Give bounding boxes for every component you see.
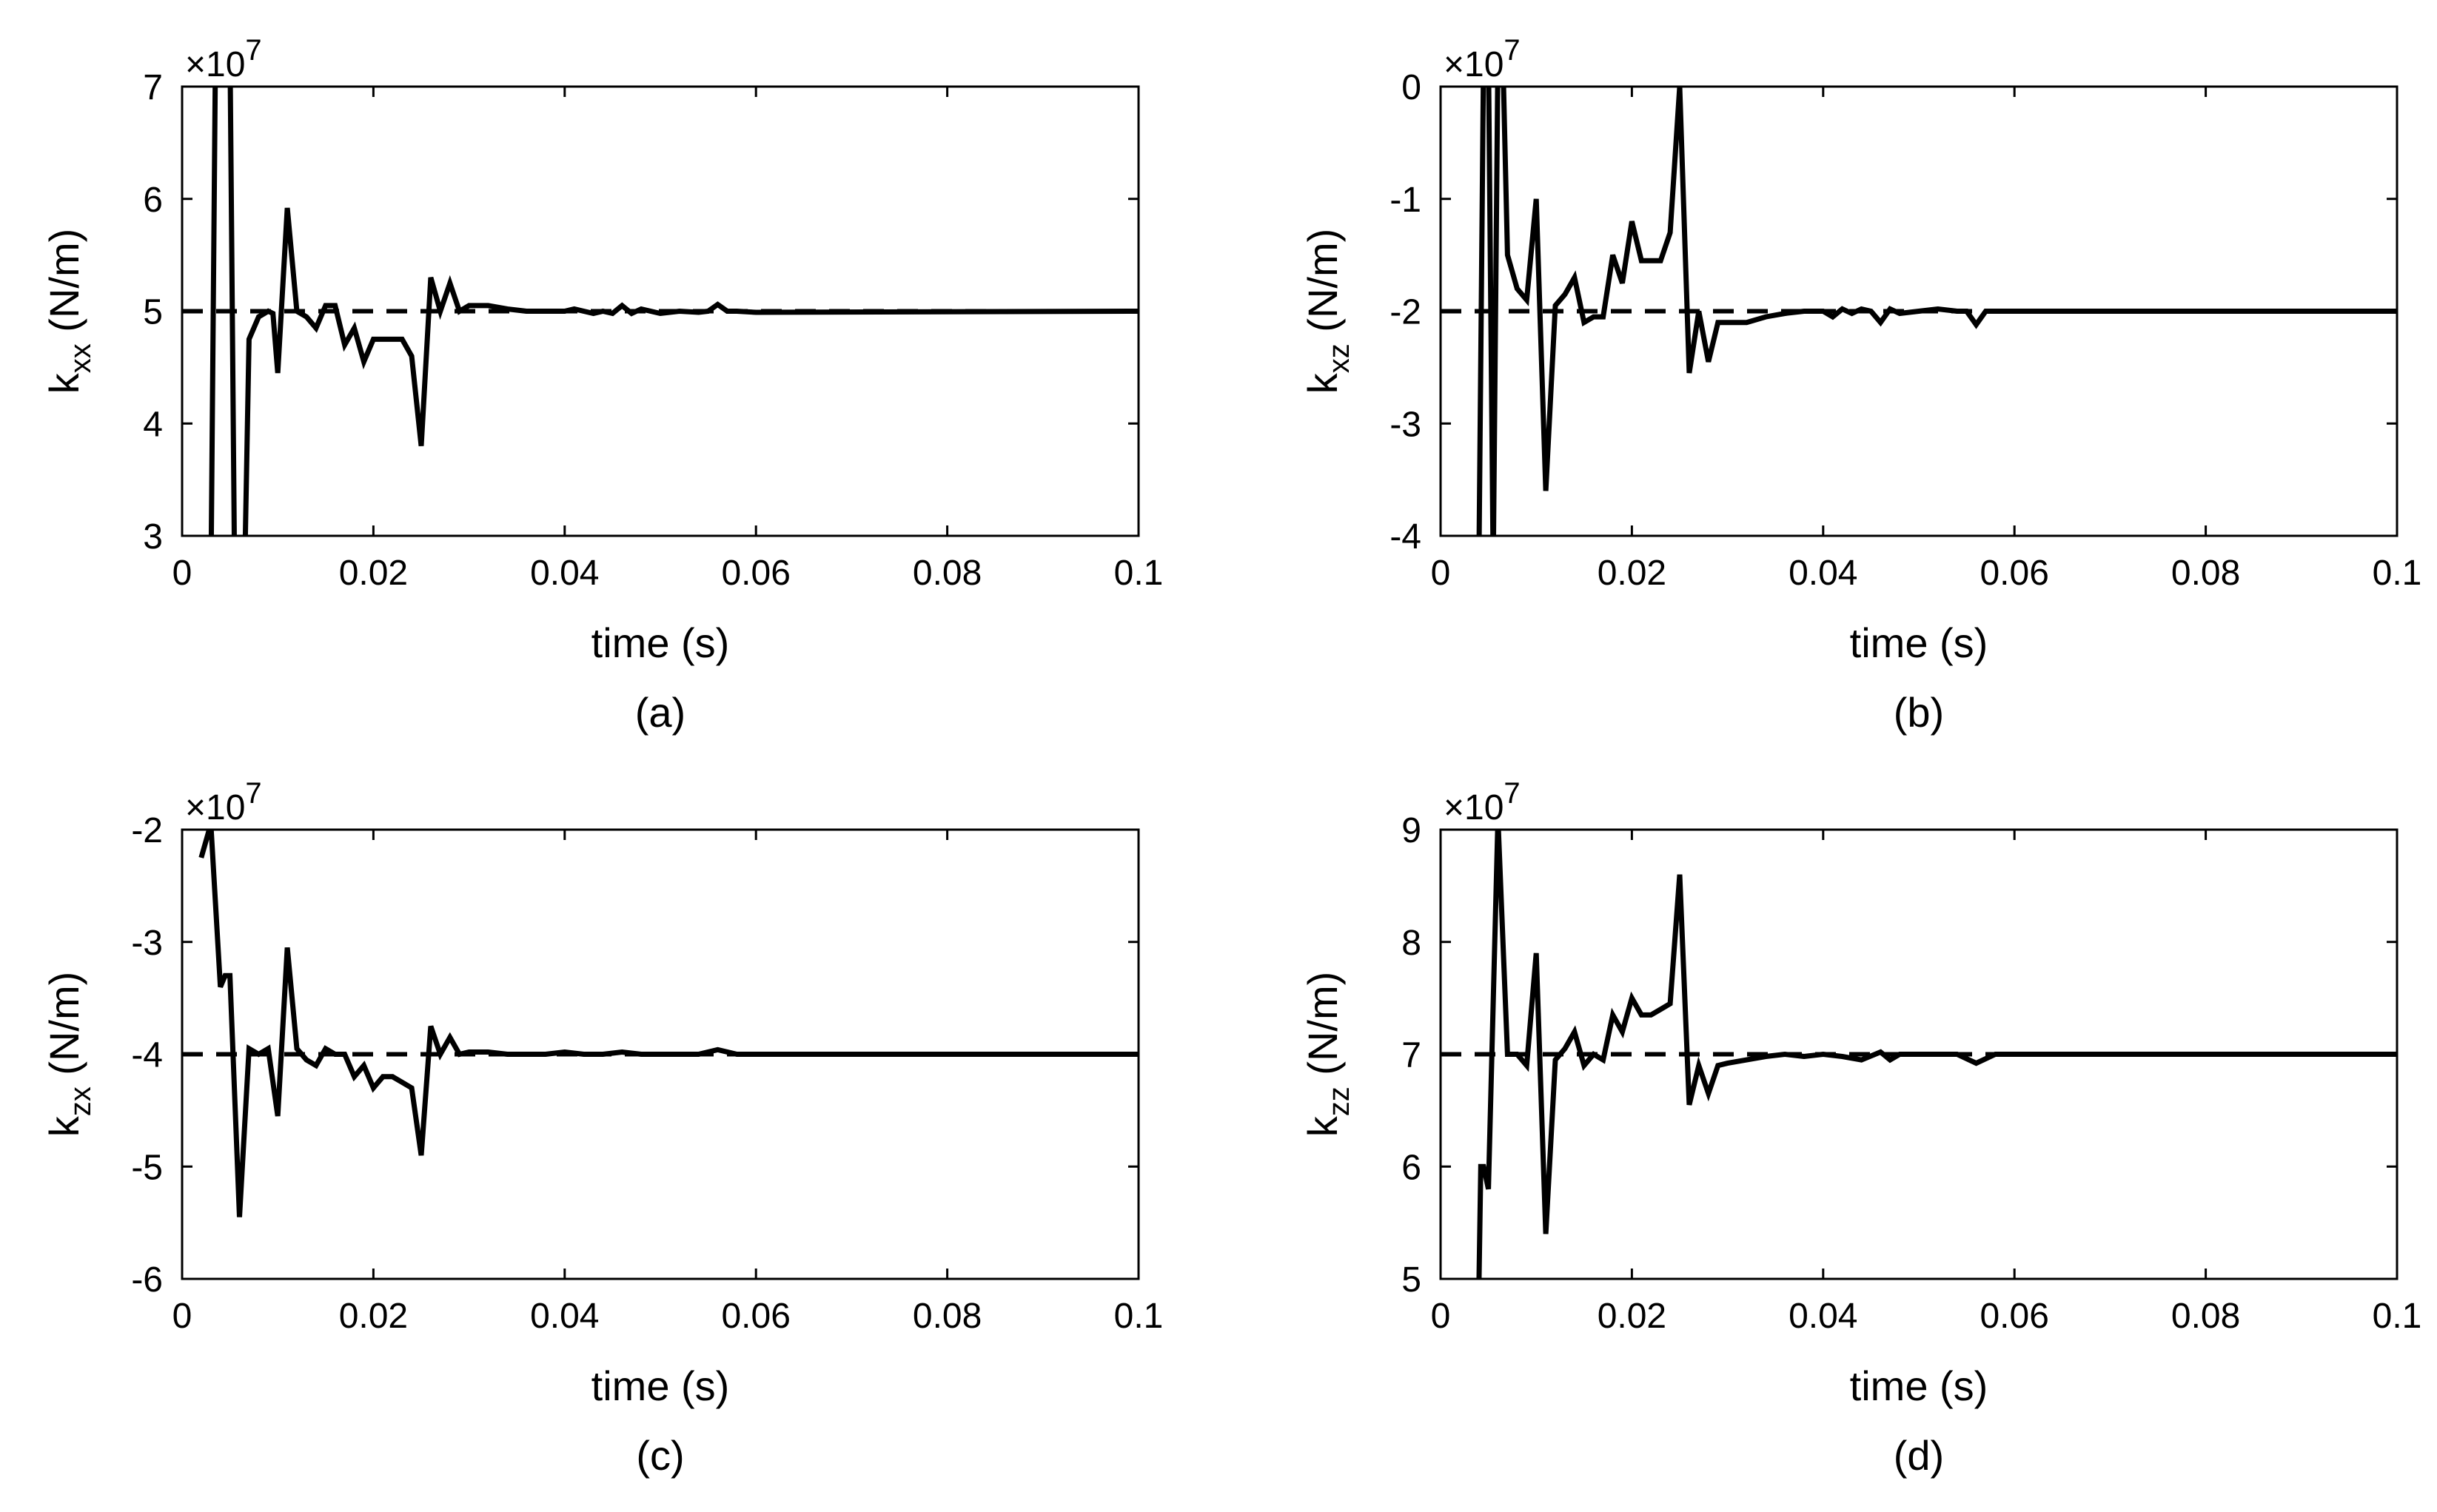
x-tick-label: 0	[1431, 1297, 1451, 1336]
x-tick-label: 0.02	[1598, 554, 1666, 593]
x-tick-label: 0.06	[1980, 1297, 2048, 1336]
x-tick-label: 0	[1431, 554, 1451, 593]
x-tick-label: 0	[172, 1297, 192, 1336]
y-label-symbol: k	[41, 1115, 87, 1137]
exponent-label: ×107	[1444, 34, 1521, 84]
x-tick-label: 0.02	[339, 1297, 408, 1336]
y-label-unit: (N/m)	[41, 229, 87, 344]
estimate-line	[1476, 87, 2397, 536]
y-label-unit: (N/m)	[41, 972, 87, 1087]
y-tick-label: 4	[143, 405, 163, 444]
exponent-power: 7	[1504, 34, 1520, 67]
y-tick-label: 7	[143, 68, 163, 107]
y-tick-label: 7	[1401, 1036, 1421, 1075]
y-axis-label: kzz (N/m)	[1299, 972, 1355, 1138]
y-label-unit: (N/m)	[1299, 229, 1346, 344]
y-tick-label: -4	[131, 1036, 163, 1075]
x-tick-label: 0.08	[2171, 1297, 2240, 1336]
y-label-subscript: zz	[1323, 1086, 1355, 1116]
y-axis-label: kxz (N/m)	[1299, 229, 1355, 394]
x-tick-label: 0.1	[2373, 554, 2422, 593]
y-label-subscript: zx	[64, 1086, 97, 1116]
x-axis-label: time (s)	[1850, 619, 1988, 666]
y-tick-label: -2	[131, 811, 163, 850]
x-tick-label: 0	[172, 554, 192, 593]
y-tick-label: -1	[1390, 181, 1421, 220]
exponent-power: 7	[1504, 777, 1520, 810]
x-tick-label: 0.06	[1980, 554, 2048, 593]
x-tick-label: 0.08	[913, 554, 982, 593]
x-tick-label: 0.08	[2171, 554, 2240, 593]
x-tick-label: 0.06	[721, 1297, 790, 1336]
exponent-base: ×10	[1444, 788, 1504, 827]
y-tick-label: 6	[143, 181, 163, 220]
x-tick-label: 0.1	[2373, 1297, 2422, 1336]
y-tick-label: -4	[1390, 517, 1421, 557]
y-tick-label: -6	[131, 1260, 163, 1300]
x-tick-label: 0.1	[1114, 554, 1164, 593]
y-tick-label: 9	[1401, 811, 1421, 850]
x-tick-label: 0.04	[1789, 554, 1857, 593]
y-label-subscript: xz	[1323, 343, 1355, 373]
panel-label: (b)	[1894, 689, 1944, 736]
exponent-base: ×10	[185, 45, 245, 84]
x-axis-label: time (s)	[591, 619, 730, 666]
x-tick-label: 0.04	[530, 1297, 599, 1336]
exponent-label: ×107	[185, 777, 262, 827]
exponent-power: 7	[245, 777, 261, 810]
x-tick-label: 0.02	[1598, 1297, 1666, 1336]
y-tick-label: -3	[131, 924, 163, 963]
y-label-symbol: k	[1299, 372, 1346, 394]
x-tick-label: 0.08	[913, 1297, 982, 1336]
y-label-symbol: k	[41, 372, 87, 394]
exponent-base: ×10	[185, 788, 245, 827]
y-tick-label: 5	[143, 293, 163, 332]
y-tick-label: -2	[1390, 293, 1421, 332]
exponent-power: 7	[245, 34, 261, 67]
exponent-label: ×107	[185, 34, 262, 84]
y-tick-label: -3	[1390, 405, 1421, 444]
y-tick-label: 6	[1401, 1148, 1421, 1187]
y-tick-label: 8	[1401, 924, 1421, 963]
x-tick-label: 0.06	[721, 554, 790, 593]
x-tick-label: 0.1	[1114, 1297, 1164, 1336]
x-tick-label: 0.04	[1789, 1297, 1857, 1336]
y-tick-label: 0	[1401, 68, 1421, 107]
y-label-symbol: k	[1299, 1115, 1346, 1137]
panel-label: (d)	[1894, 1432, 1944, 1479]
panel-c: 0 0.02 0.04 0.06 0.08 0.1 -6 -5 -4 -3 -2 ×107 time (…	[41, 777, 1163, 1479]
y-axis-label: kxx (N/m)	[41, 229, 97, 394]
exponent-label: ×107	[1444, 777, 1521, 827]
y-axis-label: kzx (N/m)	[41, 972, 97, 1138]
x-axis-label: time (s)	[1850, 1363, 1988, 1409]
x-tick-label: 0.02	[339, 554, 408, 593]
x-tick-label: 0.04	[530, 554, 599, 593]
exponent-base: ×10	[1444, 45, 1504, 84]
y-label-subscript: xx	[64, 343, 97, 373]
y-tick-label: 5	[1401, 1260, 1421, 1300]
estimate-line	[1476, 830, 2397, 1279]
panel-label: (c)	[636, 1432, 684, 1479]
y-tick-label: -5	[131, 1148, 163, 1187]
panel-label: (a)	[635, 689, 685, 736]
panel-b: 0 0.02 0.04 0.06 0.08 0.1 -4 -3 -2 -1 0 ×107 time (s…	[1299, 34, 2421, 736]
y-tick-label: 3	[143, 517, 163, 557]
y-label-unit: (N/m)	[1299, 972, 1346, 1087]
x-axis-label: time (s)	[591, 1363, 730, 1409]
